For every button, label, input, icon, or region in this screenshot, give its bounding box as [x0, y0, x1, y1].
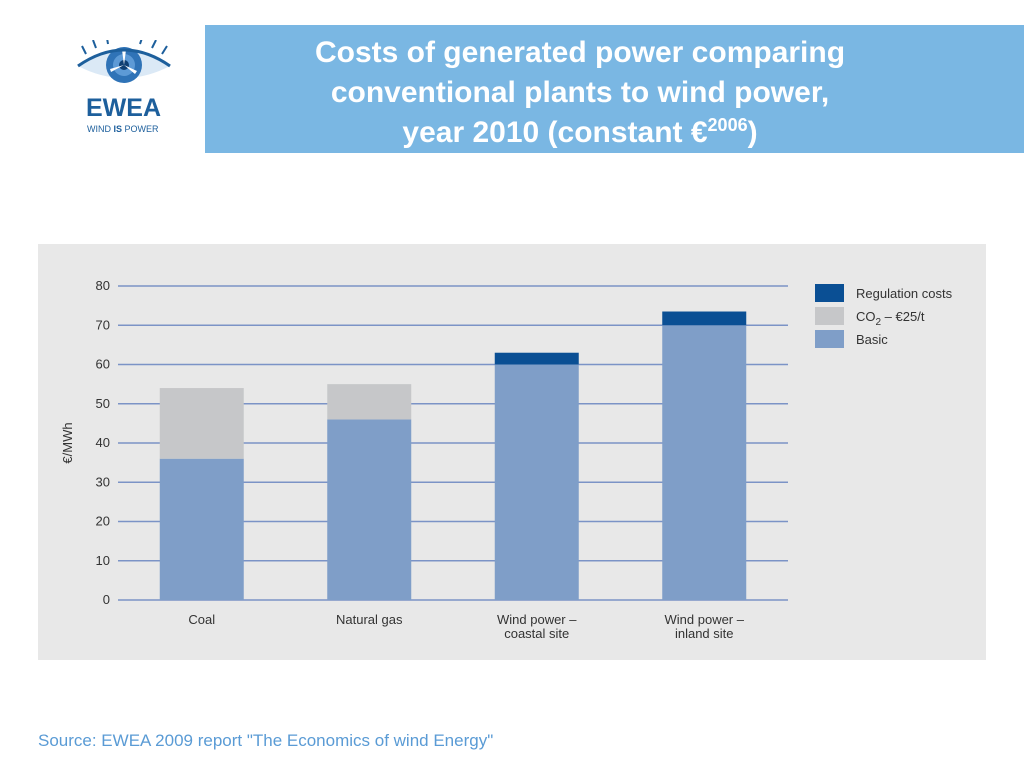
title-banner: Costs of generated power comparing conve… [205, 25, 1024, 153]
y-tick-label: 20 [96, 514, 110, 529]
y-tick-label: 0 [103, 592, 110, 607]
y-tick-label: 10 [96, 553, 110, 568]
bar-segment [494, 352, 579, 365]
y-tick-label: 80 [96, 278, 110, 293]
legend-swatch [815, 330, 844, 348]
y-tick-label: 70 [96, 317, 110, 332]
y-axis-label: €/MWh [60, 422, 75, 463]
bar-segment [327, 419, 412, 600]
bar-segment [327, 384, 412, 420]
y-tick-label: 50 [96, 396, 110, 411]
source-note: Source: EWEA 2009 report "The Economics … [38, 731, 494, 750]
page-title: Costs of generated power comparing conve… [314, 36, 846, 149]
y-tick-label: 60 [96, 357, 110, 372]
x-category-label: inland site [675, 626, 734, 641]
x-category-label: Wind power – [665, 612, 745, 627]
stacked-bar-chart: 0 10 20 30 40 50 60 70 80 €/MWh Coal Natural gas Win… [60, 278, 953, 641]
logo-name: EWEA [86, 94, 161, 122]
y-tick-label: 40 [96, 435, 110, 450]
legend-swatch [815, 307, 844, 325]
bar-segment [662, 311, 747, 326]
y-tick-label: 30 [96, 474, 110, 489]
x-category-label: Natural gas [336, 612, 403, 627]
legend-label: Basic [856, 332, 888, 347]
bar-segment [494, 364, 579, 600]
x-category-label: Wind power – [497, 612, 577, 627]
legend-swatch [815, 284, 844, 302]
logo-tagline: WIND IS POWER [87, 124, 159, 134]
bar-segment [159, 388, 244, 459]
legend-label: CO2 – €25/t [856, 309, 925, 328]
bar-segment [159, 458, 244, 600]
eye-icon [77, 40, 171, 83]
x-category-label: Coal [188, 612, 215, 627]
ewea-logo: EWEA WIND IS POWER [72, 40, 182, 140]
x-category-label: coastal site [504, 626, 569, 641]
legend-label: Regulation costs [856, 286, 953, 301]
bar-segment [662, 325, 747, 600]
chart-panel: 0 10 20 30 40 50 60 70 80 €/MWh Coal Natural gas Win… [38, 244, 986, 660]
